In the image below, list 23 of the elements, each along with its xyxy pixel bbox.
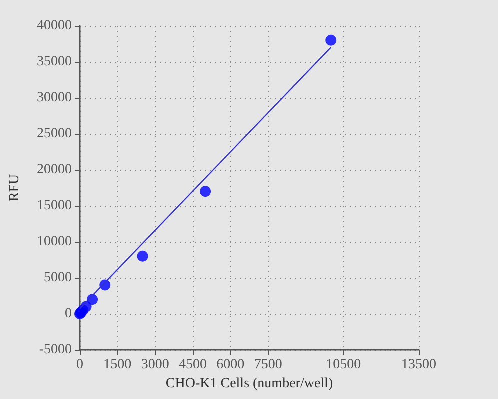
y-tick-label: 25000 (37, 126, 72, 142)
y-tick-label: 30000 (37, 90, 72, 106)
y-tick-label: 40000 (37, 18, 72, 34)
y-tick-label: 35000 (37, 54, 72, 70)
y-tick-label: 0 (65, 306, 72, 322)
x-tick-label: 10500 (326, 358, 362, 372)
y-tick-label: 20000 (37, 162, 72, 178)
x-tick-label: 6000 (216, 358, 245, 372)
x-tick-label: 3000 (141, 358, 170, 372)
y-tick-label: 5000 (44, 270, 72, 286)
point (137, 250, 148, 262)
x-tick-label: 4500 (179, 358, 207, 372)
point (200, 186, 212, 198)
x-axis-title: CHO-K1 Cells (number/well) (166, 376, 334, 392)
y-tick-label: 15000 (37, 198, 72, 214)
y-tick-label: -5000 (39, 342, 72, 358)
y-tick-label: 10000 (37, 234, 72, 250)
x-tick-label: 1500 (104, 358, 132, 372)
point (326, 34, 337, 46)
y-axis-title: RFU (8, 174, 22, 202)
x-tick-label: 13500 (402, 358, 436, 372)
x-tick-label: 7500 (254, 358, 282, 372)
x-tick-label: 0 (76, 358, 84, 372)
